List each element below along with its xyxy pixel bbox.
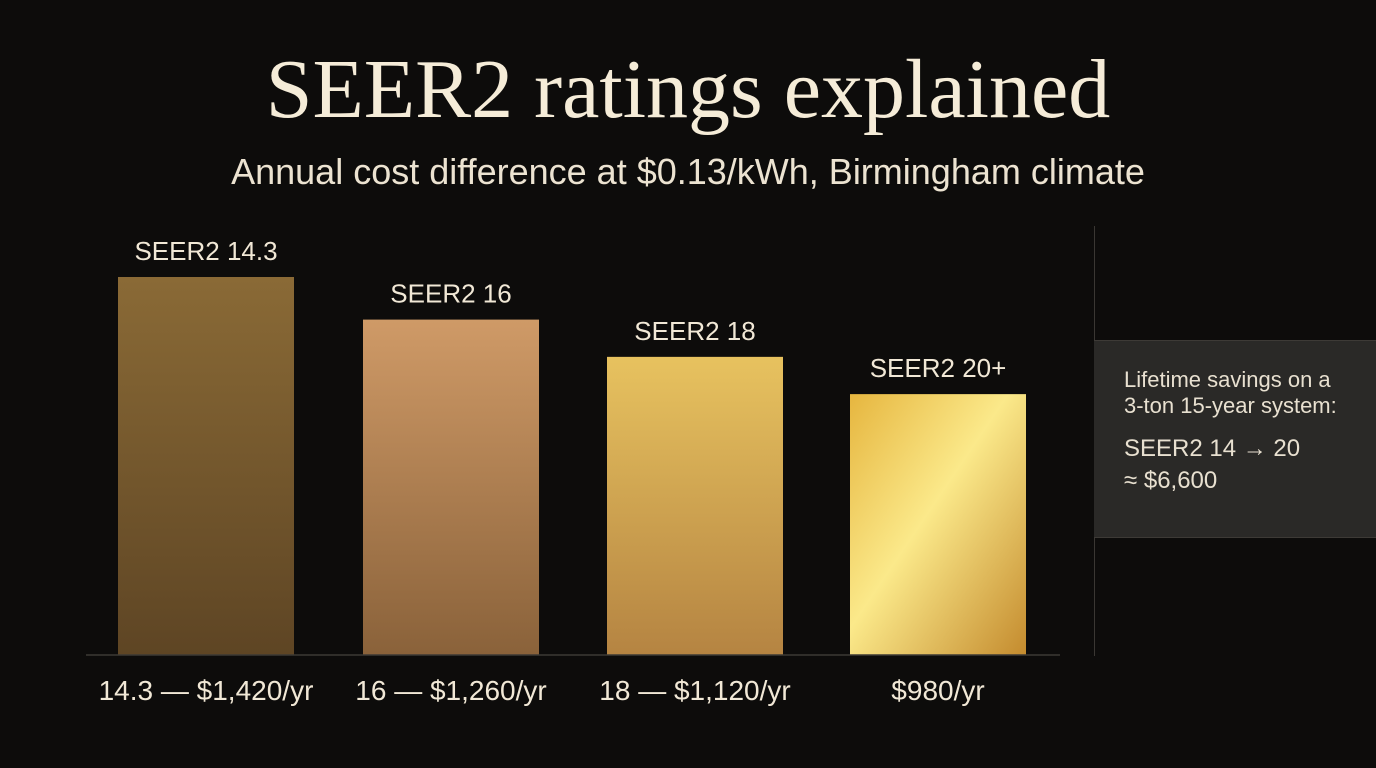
- category-label-2: 16 — $1,260/yr: [355, 675, 546, 706]
- bar-label-4: SEER2 20+: [870, 353, 1007, 383]
- callout-value-line-2: ≈ $6,600: [1124, 467, 1218, 494]
- bar-4: [850, 394, 1026, 655]
- chart-subtitle: Annual cost difference at $0.13/kWh, Bir…: [231, 151, 1145, 192]
- bar-1: [118, 277, 294, 655]
- bar-label-3: SEER2 18: [634, 316, 755, 346]
- bar-label-1: SEER2 14.3: [134, 236, 277, 266]
- callout-heading: Lifetime savings on a 3-ton 15-year syst…: [1124, 367, 1337, 418]
- savings-callout: Lifetime savings on a 3-ton 15-year syst…: [1094, 340, 1376, 538]
- bar-label-2: SEER2 16: [390, 279, 511, 309]
- bar-3: [607, 356, 783, 655]
- category-label-1: 14.3 — $1,420/yr: [99, 675, 314, 706]
- callout-value-line-1: SEER2 14 → 20: [1124, 435, 1301, 462]
- callout-value: SEER2 14 → 20 ≈ $6,600: [1124, 433, 1356, 497]
- chart-title: SEER2 ratings explained: [265, 43, 1111, 136]
- category-label-3: 18 — $1,120/yr: [599, 675, 790, 706]
- bar-2: [363, 319, 539, 655]
- category-label-4: $980/yr: [891, 675, 984, 706]
